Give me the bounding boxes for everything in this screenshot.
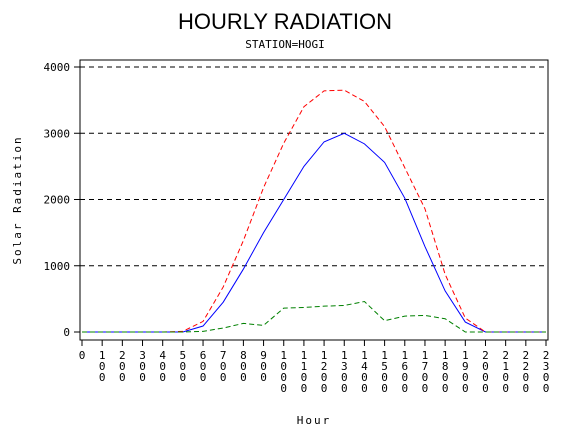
- grid-layer: [80, 66, 548, 267]
- y-tick-label: 3000: [44, 127, 71, 140]
- chart-title: HOURLY RADIATION: [178, 9, 392, 34]
- y-tick-label: 0: [63, 326, 70, 339]
- y-axis-label: Solar Radiation: [11, 135, 24, 264]
- ticks-layer: 0 1000 2000 3000 4000 0 1 0 0 2 0 0 3 0 0 4 0 0 5 0 0 6 0 0 7 0 0 8…: [44, 61, 550, 395]
- x-tick-label: 0: [79, 349, 86, 362]
- y-tick-label: 1000: [44, 260, 71, 273]
- series-layer: [82, 89, 546, 333]
- series-line-2: [82, 89, 546, 333]
- chart-subtitle: STATION=HOGI: [245, 38, 324, 51]
- y-tick-label: 4000: [44, 61, 71, 74]
- y-tick-label: 2000: [44, 194, 71, 207]
- x-axis-label: Hour: [297, 414, 332, 427]
- series-line-1: [82, 132, 546, 333]
